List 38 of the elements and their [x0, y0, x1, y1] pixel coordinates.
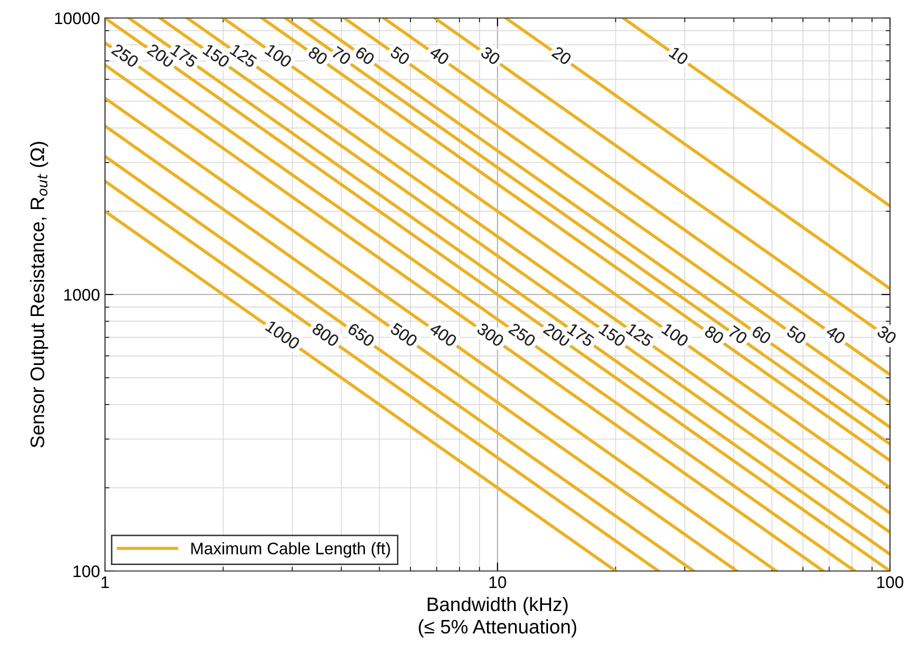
x-tick-label: 100 [877, 576, 904, 588]
annotation: 100 [264, 44, 292, 68]
annotation: 650 [346, 322, 376, 348]
annotation: 30 [480, 46, 501, 66]
annotation: 50 [390, 46, 411, 66]
annotation: 125 [626, 322, 654, 348]
annotation: 125 [230, 44, 258, 68]
annotation: 80 [704, 325, 725, 345]
annotation: 400 [428, 322, 458, 348]
annotation: 40 [428, 46, 450, 66]
annotation: 50 [786, 325, 807, 345]
annotation: 80 [308, 46, 328, 66]
annotation: 800 [311, 322, 340, 348]
annotation: 10 [668, 46, 690, 66]
annotation: 30 [876, 325, 898, 345]
x-axis-title: Bandwidth (kHz) (≤ 5% Attenuation) [418, 596, 576, 638]
annotation: 175 [566, 322, 595, 348]
annotation: 150 [598, 322, 626, 348]
annotation: 500 [390, 322, 418, 348]
y-tick-label: 10000 [55, 12, 100, 24]
y-axis-title: Sensor Output Resistance, R$_{out}$ (Ω) [30, 142, 48, 448]
x-tick-label: 10 [490, 576, 506, 588]
annotation: 300 [476, 322, 505, 348]
annotation: 150 [202, 44, 230, 68]
legend-label: Maximum Cable Length (ft) [191, 542, 390, 558]
annotation: 100 [661, 322, 690, 348]
annotation: 60 [354, 46, 376, 66]
annotation: 250 [508, 322, 536, 348]
annotation: 40 [825, 324, 846, 345]
y-tick-label: 1000 [64, 288, 100, 301]
annotation: 20 [551, 46, 572, 66]
x-tick-label: 1 [102, 576, 109, 588]
y-tick-label: 100 [74, 565, 100, 578]
annotation: 60 [751, 325, 772, 345]
annotation: 70 [331, 46, 352, 66]
annotation: 250 [111, 43, 140, 68]
annotation: 1000 [265, 320, 301, 350]
annotation: 70 [727, 325, 748, 345]
